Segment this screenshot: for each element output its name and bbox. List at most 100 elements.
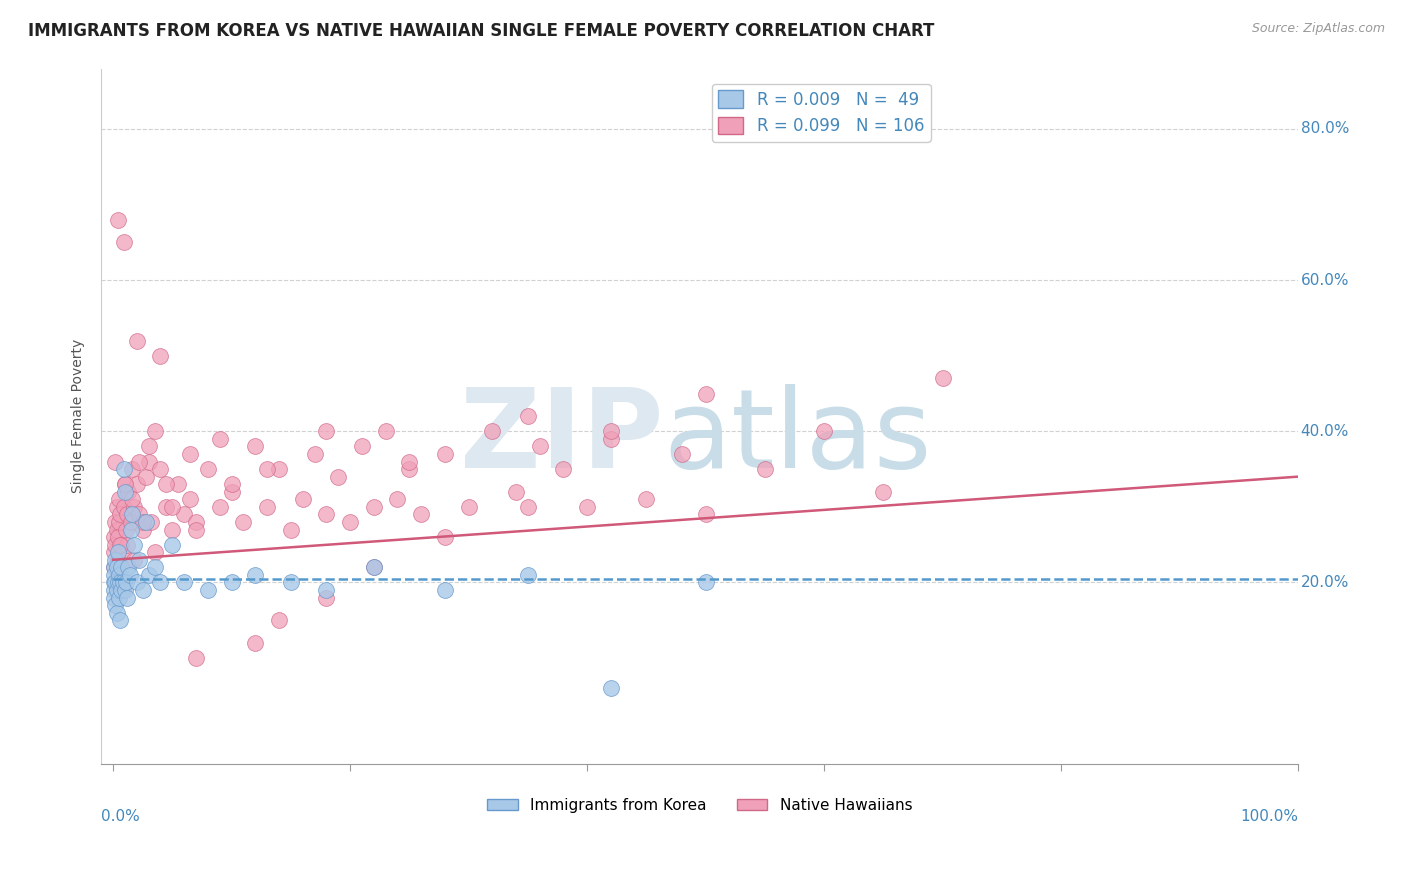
Point [125, 334, 148, 348]
Point [117, 538, 139, 552]
Point [103, 567, 125, 582]
Point [131, 523, 153, 537]
Text: 20.0%: 20.0% [1301, 575, 1348, 590]
Point [110, 582, 132, 597]
Text: 40.0%: 40.0% [1301, 424, 1348, 439]
Point [149, 462, 172, 476]
Point [111, 545, 134, 559]
Point [125, 575, 148, 590]
Point [108, 492, 131, 507]
Point [131, 582, 153, 597]
Point [108, 560, 131, 574]
Point [143, 425, 166, 439]
Point [149, 575, 172, 590]
Point [179, 447, 201, 461]
Point [128, 454, 150, 468]
Point [111, 582, 134, 597]
Point [599, 432, 621, 446]
Point [315, 582, 337, 597]
Y-axis label: Single Female Poverty: Single Female Poverty [72, 339, 86, 493]
Point [162, 523, 184, 537]
Point [108, 575, 131, 590]
Point [143, 560, 166, 574]
Point [125, 477, 148, 491]
Point [208, 500, 231, 514]
Point [124, 500, 146, 514]
Point [267, 613, 290, 627]
Point [339, 515, 361, 529]
Point [695, 575, 717, 590]
Text: 80.0%: 80.0% [1301, 121, 1348, 136]
Point [104, 515, 127, 529]
Point [516, 409, 538, 424]
Point [121, 508, 143, 522]
Legend: Immigrants from Korea, Native Hawaiians: Immigrants from Korea, Native Hawaiians [481, 791, 918, 819]
Point [107, 575, 129, 590]
Point [221, 484, 243, 499]
Point [104, 454, 127, 468]
Point [117, 560, 139, 574]
Point [411, 508, 433, 522]
Point [143, 545, 166, 559]
Point [138, 567, 160, 582]
Point [105, 606, 128, 620]
Point [103, 560, 125, 574]
Point [315, 425, 337, 439]
Point [529, 439, 551, 453]
Point [197, 462, 219, 476]
Point [121, 462, 143, 476]
Point [374, 425, 396, 439]
Point [433, 447, 456, 461]
Point [245, 439, 267, 453]
Point [267, 462, 290, 476]
Point [114, 477, 136, 491]
Text: 60.0%: 60.0% [1301, 273, 1348, 287]
Point [128, 508, 150, 522]
Point [162, 500, 184, 514]
Point [387, 492, 409, 507]
Point [553, 462, 575, 476]
Text: Source: ZipAtlas.com: Source: ZipAtlas.com [1251, 22, 1385, 36]
Point [291, 492, 314, 507]
Point [108, 538, 131, 552]
Point [636, 492, 658, 507]
Point [872, 484, 894, 499]
Point [104, 575, 127, 590]
Point [135, 515, 157, 529]
Point [184, 523, 207, 537]
Point [173, 575, 195, 590]
Point [110, 560, 132, 574]
Point [124, 538, 146, 552]
Point [398, 454, 420, 468]
Point [256, 462, 278, 476]
Point [208, 432, 231, 446]
Point [114, 477, 136, 491]
Point [363, 560, 385, 574]
Point [221, 575, 243, 590]
Point [103, 530, 125, 544]
Point [256, 500, 278, 514]
Point [117, 484, 139, 499]
Point [121, 492, 143, 507]
Point [576, 500, 599, 514]
Point [107, 545, 129, 559]
Point [695, 386, 717, 401]
Text: 0.0%: 0.0% [101, 809, 141, 824]
Point [350, 439, 373, 453]
Point [105, 500, 128, 514]
Point [155, 477, 177, 491]
Point [138, 454, 160, 468]
Point [105, 575, 128, 590]
Point [221, 477, 243, 491]
Point [107, 212, 129, 227]
Point [232, 515, 254, 529]
Point [304, 447, 326, 461]
Point [363, 560, 385, 574]
Point [112, 235, 135, 250]
Point [315, 591, 337, 605]
Point [107, 530, 129, 544]
Point [457, 500, 479, 514]
Point [124, 553, 146, 567]
Point [117, 508, 139, 522]
Point [115, 523, 138, 537]
